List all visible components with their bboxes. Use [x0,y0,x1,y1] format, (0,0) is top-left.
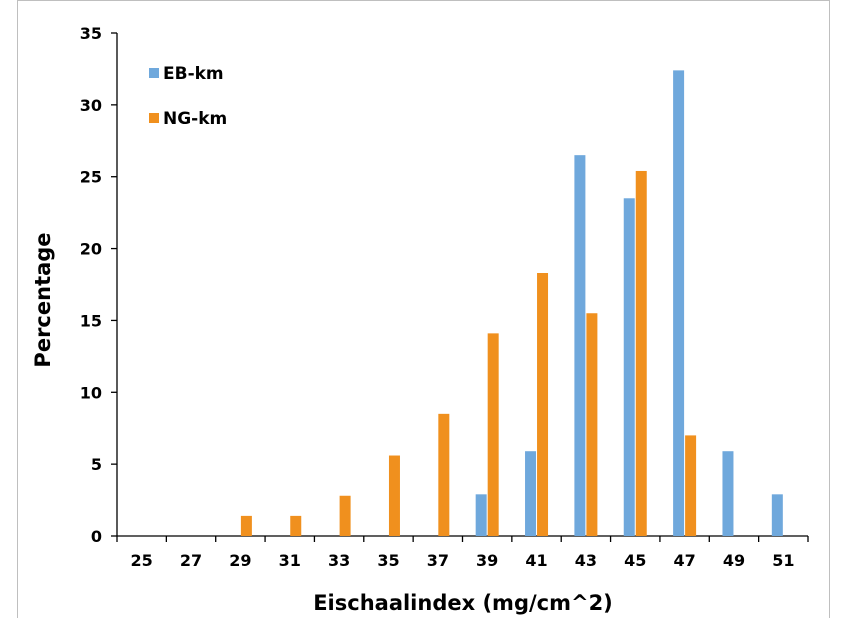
x-tick-label: 29 [229,551,251,570]
x-tick-label: 35 [377,551,399,570]
bar-eb-km-47 [673,70,685,536]
x-axis-label: Eischaalindex (mg/cm^2) [313,591,613,615]
bar-eb-km-41 [525,451,537,536]
bar-ng-km-33 [339,495,351,536]
bar-ng-km-31 [290,515,302,536]
x-tick-label: 33 [328,551,350,570]
legend-label-eb-km: EB-km [163,64,224,84]
y-tick-label: 35 [80,24,102,43]
bar-eb-km-51 [771,494,783,536]
x-tick-label: 37 [427,551,449,570]
x-tick-label: 51 [772,551,794,570]
y-tick-label: 10 [80,383,102,402]
x-tick-label: 45 [624,551,646,570]
bar-eb-km-43 [574,155,586,536]
x-tick-label: 47 [673,551,695,570]
bar-ng-km-37 [438,413,450,536]
x-tick-label: 41 [525,551,547,570]
chart-frame [17,0,830,618]
x-tick-label: 43 [575,551,597,570]
bar-ng-km-47 [685,435,697,536]
legend-swatch-eb-km [149,68,159,78]
bar-ng-km-35 [388,455,400,536]
y-tick-label: 20 [80,240,102,259]
x-tick-label: 31 [279,551,301,570]
bar-eb-km-39 [475,494,487,536]
legend-label-ng-km: NG-km [163,109,227,129]
bar-ng-km-45 [635,170,647,537]
y-axis-label: Percentage [31,232,55,367]
y-tick-label: 0 [91,527,102,546]
bar-ng-km-29 [240,515,252,536]
bar-eb-km-49 [722,451,734,536]
x-tick-label: 39 [476,551,498,570]
bar-eb-km-45 [623,198,635,536]
y-tick-label: 5 [91,455,102,474]
x-tick-label: 49 [723,551,745,570]
legend-swatch-ng-km [149,113,159,123]
y-tick-label: 25 [80,168,102,187]
y-tick-label: 30 [80,96,102,115]
bar-ng-km-43 [586,313,598,536]
plot-area: 0 5 10 15 20 25 30 35 25 27 29 31 33 35 37 39 41 43 45 47 49… [80,24,809,570]
x-tick-label: 25 [131,551,153,570]
bar-ng-km-41 [537,273,549,536]
bar-ng-km-39 [487,333,499,536]
y-tick-label: 15 [80,311,102,330]
x-tick-label: 27 [180,551,202,570]
